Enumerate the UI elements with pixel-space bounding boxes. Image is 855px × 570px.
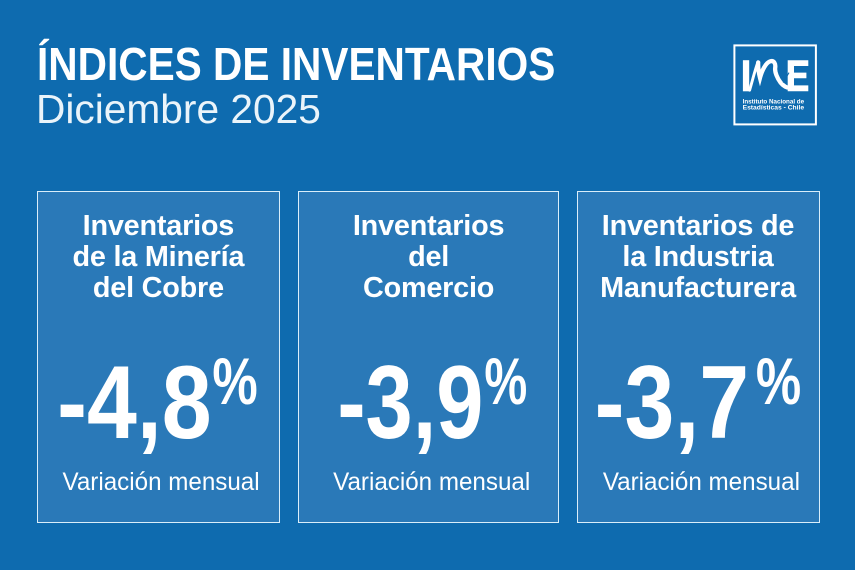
svg-text:Instituto Nacional de: Instituto Nacional de <box>743 98 805 105</box>
svg-text:Estadísticas - Chile: Estadísticas - Chile <box>743 104 805 111</box>
